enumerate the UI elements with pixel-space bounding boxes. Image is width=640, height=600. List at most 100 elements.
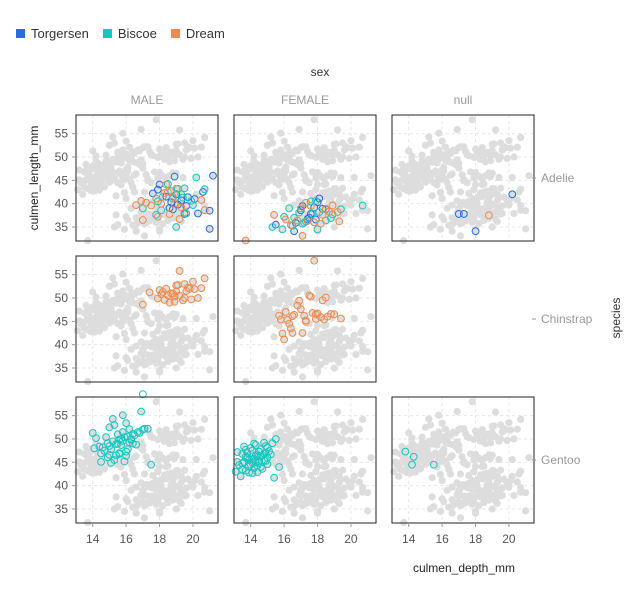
background-point (347, 137, 355, 145)
background-point (160, 493, 169, 501)
background-point (170, 439, 179, 447)
background-point (192, 173, 200, 182)
background-point (517, 415, 525, 423)
background-point (453, 479, 461, 487)
data-point-biscoe (120, 433, 129, 442)
background-point (438, 170, 446, 178)
background-point (338, 325, 347, 333)
background-point (456, 232, 465, 240)
data-point-dream (147, 201, 156, 210)
data-point-dream (275, 311, 284, 320)
background-point (272, 320, 280, 328)
y-tick-label: 35 (55, 361, 69, 375)
background-point (445, 158, 453, 166)
background-point (194, 350, 202, 359)
background-point (390, 186, 398, 194)
background-point (104, 160, 112, 168)
background-point (496, 184, 505, 192)
data-point-biscoe (107, 458, 115, 467)
background-point (295, 338, 303, 346)
background-point (496, 421, 505, 429)
background-point (337, 155, 345, 163)
data-point-biscoe (118, 411, 127, 420)
background-point (320, 321, 328, 330)
background-point (327, 193, 335, 201)
background-point (436, 151, 445, 159)
background-point (466, 168, 475, 176)
background-point (470, 186, 478, 194)
background-point (155, 227, 164, 235)
background-point (137, 125, 145, 134)
background-point (465, 434, 473, 442)
background-point (460, 481, 468, 489)
background-point (127, 345, 135, 353)
background-point (172, 467, 180, 475)
legend-item-dream[interactable]: Dream (170, 26, 225, 41)
legend-label-biscoe: Biscoe (117, 26, 157, 41)
background-point (145, 217, 154, 225)
background-point (297, 345, 305, 353)
background-point (493, 190, 501, 198)
x-tick-label: 14 (244, 532, 258, 546)
data-point-dream (168, 192, 177, 201)
background-point (201, 342, 209, 351)
background-point (287, 158, 295, 166)
background-point (144, 143, 152, 151)
y-tick-label: 55 (55, 268, 69, 282)
data-point-torgersen (454, 210, 463, 218)
background-point (160, 352, 169, 360)
background-point (525, 172, 533, 180)
background-point (172, 146, 180, 155)
background-point (359, 274, 367, 282)
legend-item-torgersen[interactable]: Torgersen (16, 26, 89, 41)
background-point (162, 285, 170, 293)
background-point (120, 316, 129, 324)
data-point-biscoe (243, 454, 252, 463)
background-point (359, 467, 367, 475)
background-point (268, 157, 277, 165)
background-point (189, 201, 197, 209)
background-point (493, 499, 501, 507)
background-point (295, 479, 303, 487)
background-point (438, 194, 446, 203)
background-point (322, 152, 330, 161)
data-point-dream (301, 317, 310, 326)
background-point (493, 217, 501, 225)
background-point (164, 329, 172, 337)
data-point-biscoe (113, 430, 122, 439)
background-point (333, 408, 342, 416)
background-point (347, 342, 355, 350)
data-point-dream (298, 329, 307, 337)
background-point (330, 146, 338, 155)
background-point (463, 179, 471, 187)
background-point (191, 426, 199, 434)
background-point (206, 507, 214, 515)
background-point (352, 209, 360, 218)
background-point (478, 180, 486, 189)
background-point (307, 189, 315, 197)
background-point (115, 308, 124, 316)
background-point (280, 194, 288, 203)
data-point-biscoe (118, 428, 127, 436)
data-point-dream (145, 288, 154, 297)
background-point (486, 201, 495, 210)
background-point (110, 505, 119, 513)
background-point (144, 481, 152, 489)
background-point (201, 483, 209, 492)
background-point (295, 266, 303, 275)
background-point (268, 139, 277, 147)
background-point (197, 196, 205, 204)
legend-item-biscoe[interactable]: Biscoe (102, 26, 157, 41)
data-point-dream (285, 319, 294, 328)
background-point (488, 146, 496, 155)
background-point (490, 140, 498, 148)
background-point (278, 470, 287, 479)
background-point (312, 456, 320, 464)
background-point (209, 172, 217, 180)
background-point (164, 487, 172, 495)
background-point (312, 327, 320, 335)
data-point-dream (200, 206, 209, 215)
background-point (144, 492, 152, 500)
background-point (285, 345, 293, 353)
background-point (102, 315, 110, 324)
